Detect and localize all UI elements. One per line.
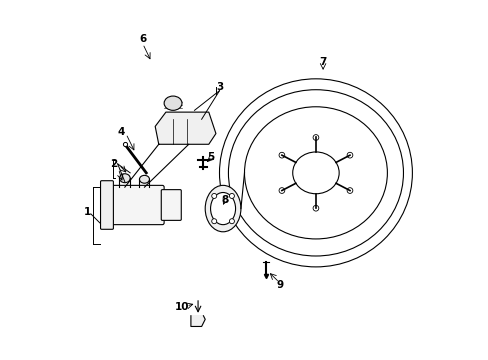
Ellipse shape [292, 152, 339, 194]
Text: 4: 4 [117, 127, 125, 137]
Circle shape [312, 205, 318, 211]
Circle shape [346, 188, 352, 193]
Text: 8: 8 [221, 195, 228, 204]
Polygon shape [155, 112, 216, 144]
Circle shape [211, 219, 216, 224]
Text: 7: 7 [319, 57, 326, 67]
Circle shape [229, 193, 234, 198]
Circle shape [229, 219, 234, 224]
Text: 10: 10 [174, 302, 189, 312]
Polygon shape [190, 316, 205, 327]
Ellipse shape [119, 174, 130, 183]
Circle shape [346, 152, 352, 158]
Text: 9: 9 [276, 280, 283, 291]
Ellipse shape [164, 96, 182, 111]
Text: 3: 3 [215, 82, 223, 92]
FancyBboxPatch shape [161, 190, 181, 220]
Text: 1: 1 [83, 207, 91, 217]
Ellipse shape [210, 193, 235, 225]
Text: 6: 6 [139, 34, 146, 44]
Circle shape [279, 152, 284, 158]
Ellipse shape [205, 185, 241, 232]
Ellipse shape [139, 175, 149, 183]
Circle shape [211, 193, 216, 198]
Circle shape [312, 135, 318, 140]
Circle shape [279, 188, 284, 193]
FancyBboxPatch shape [110, 185, 164, 225]
Text: 2: 2 [110, 159, 118, 169]
Text: 5: 5 [206, 152, 214, 162]
FancyBboxPatch shape [101, 181, 113, 229]
